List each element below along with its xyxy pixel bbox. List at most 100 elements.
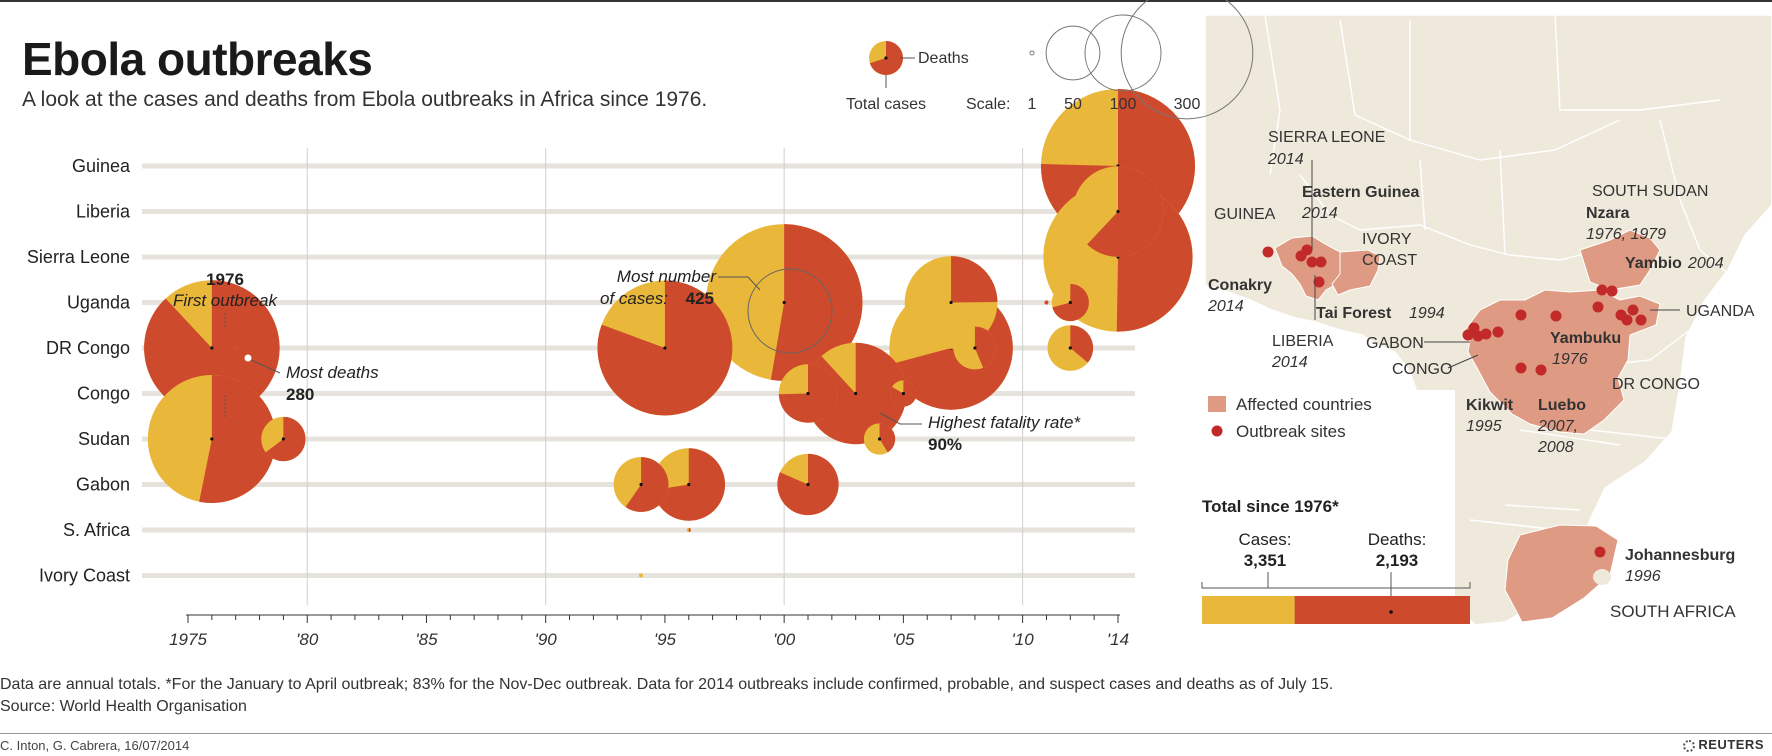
outbreak-site-dot xyxy=(1313,276,1325,288)
bubble xyxy=(953,326,997,370)
bubble xyxy=(261,416,306,462)
bubble-cases xyxy=(639,573,644,578)
bubble xyxy=(904,256,998,349)
map-label-coast: COAST xyxy=(1362,252,1417,269)
legend-affected-swatch xyxy=(1208,396,1226,412)
outbreak-site-dot xyxy=(1535,364,1547,376)
reuters-dots-icon xyxy=(1683,740,1696,752)
map-label-kikwit-year: 1995 xyxy=(1466,418,1502,435)
footnote: Data are annual totals. *For the January… xyxy=(0,676,1334,693)
bubble-center xyxy=(806,482,810,487)
scale-circle xyxy=(1120,0,1254,120)
bubble-center xyxy=(877,437,882,441)
map-label-ivory: IVORY xyxy=(1362,231,1412,248)
bubble-center xyxy=(687,482,691,487)
map-label-tai-forest: Tai Forest xyxy=(1316,305,1392,322)
country-label: Guinea xyxy=(72,156,131,176)
bubble xyxy=(597,280,733,416)
map-label-johannesburg: Johannesburg xyxy=(1625,547,1735,564)
legend-scale-label: Scale: xyxy=(966,96,1010,113)
country-label: Uganda xyxy=(67,293,131,313)
legend-sample-bubble xyxy=(869,41,903,75)
bubble xyxy=(705,224,863,381)
scale-value: 1 xyxy=(1028,96,1037,113)
bubble-center xyxy=(281,437,285,441)
map-legend: Affected countries Outbreak sites xyxy=(1208,395,1372,441)
totals-cases-label: Cases: xyxy=(1239,530,1292,549)
scale-value: 50 xyxy=(1064,96,1082,113)
bubble-center xyxy=(901,391,905,396)
bubble xyxy=(1051,283,1089,322)
bubble-deaths xyxy=(1087,166,1164,257)
bubble-deaths xyxy=(951,256,998,303)
country-label: S. Africa xyxy=(63,520,131,540)
bubble xyxy=(147,374,276,504)
country-label: Ivory Coast xyxy=(39,566,130,586)
outbreak-site-dot xyxy=(1635,314,1647,326)
x-tick-label: '14 xyxy=(1107,630,1129,649)
top-rule xyxy=(0,0,1772,2)
legend-sites-label: Outbreak sites xyxy=(1236,422,1346,441)
bubble-center xyxy=(1068,346,1072,350)
totals-bar-marker xyxy=(1389,610,1393,614)
annotation-highest-fatality-text: Highest fatality rate* xyxy=(928,413,1082,432)
scale-circle xyxy=(1029,50,1035,56)
map-label-sierra-leone-year: 2014 xyxy=(1267,151,1304,168)
annotation-highest-fatality-value: 90% xyxy=(928,435,962,454)
country-label: Sierra Leone xyxy=(27,247,130,267)
outbreak-site-dot xyxy=(1315,256,1327,268)
bubble-center xyxy=(210,346,214,350)
legend-deaths-label: Deaths xyxy=(918,50,969,67)
map-label-eastern-guinea: Eastern Guinea xyxy=(1302,184,1419,201)
bubble-deaths xyxy=(688,528,691,532)
x-tick-label: '95 xyxy=(654,630,677,649)
totals-bar-deaths xyxy=(1294,596,1470,624)
bubble xyxy=(1044,300,1049,305)
bubble-center xyxy=(639,482,643,487)
outbreak-site-dot xyxy=(1627,304,1639,316)
outbreak-site-dot xyxy=(1515,309,1527,321)
map-label-nzara: Nzara xyxy=(1586,205,1630,222)
totals-box: Total since 1976* Cases: 3,351 Deaths: 2… xyxy=(1201,497,1471,624)
map-label-nzara-years: 1976, 1979 xyxy=(1586,226,1666,243)
map-label-yambuku: Yambuku xyxy=(1550,330,1621,347)
map-label-luebo-year2: 2008 xyxy=(1537,439,1574,456)
bubble-deaths xyxy=(770,224,863,381)
map-label-liberia: LIBERIA xyxy=(1272,333,1334,350)
bubble xyxy=(863,423,896,455)
bubble xyxy=(778,364,838,423)
totals-bracket xyxy=(1201,582,1471,589)
bubble-center xyxy=(1116,209,1120,214)
bubble xyxy=(144,280,280,416)
bubble xyxy=(686,528,691,532)
bubble-center xyxy=(973,346,977,350)
bubble-deaths xyxy=(1044,300,1049,305)
country-label: Gabon xyxy=(76,475,130,495)
outbreak-site-dot xyxy=(1306,256,1318,268)
legend-bubble xyxy=(869,41,903,75)
legend-cases-label: Total cases xyxy=(846,96,926,113)
source: Source: World Health Organisation xyxy=(0,698,247,715)
map-label-luebo: Luebo xyxy=(1538,397,1586,414)
bubble xyxy=(890,380,917,407)
map-label-south-sudan: SOUTH SUDAN xyxy=(1592,183,1708,200)
country-label: Congo xyxy=(77,384,130,404)
bubble-center xyxy=(663,346,667,350)
map-label-tai-forest-year: 1994 xyxy=(1409,305,1445,322)
bubble-center xyxy=(949,300,953,305)
map-lesotho xyxy=(1593,569,1611,585)
scale-value: 100 xyxy=(1110,96,1137,113)
annotation-most-cases-text2: of cases: xyxy=(600,289,668,308)
outbreak-site-dot xyxy=(1594,546,1606,558)
map-outbreak-sites xyxy=(1262,244,1647,558)
bubble xyxy=(777,453,839,516)
bubble xyxy=(639,573,644,578)
map-label-eastern-guinea-year: 2014 xyxy=(1301,205,1338,222)
scale-circle xyxy=(1084,14,1162,92)
outbreak-site-dot xyxy=(1480,328,1492,340)
footer-rule xyxy=(0,733,1772,734)
bubble-center xyxy=(806,391,810,396)
bubble xyxy=(613,457,669,512)
outbreak-site-dot xyxy=(1492,326,1504,338)
bubble xyxy=(1072,166,1164,257)
